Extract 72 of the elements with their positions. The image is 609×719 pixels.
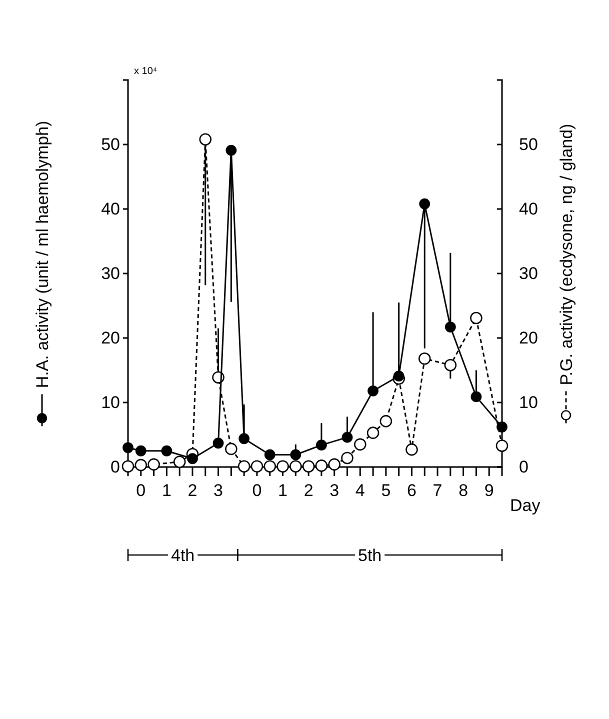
point	[134, 458, 148, 472]
point	[470, 312, 482, 324]
point	[342, 432, 353, 443]
point	[238, 433, 250, 444]
point	[122, 442, 134, 454]
point	[328, 458, 340, 471]
y2-tick-label: 0	[519, 457, 528, 476]
x-tick-label: 1	[278, 481, 288, 500]
point	[419, 198, 430, 210]
point	[264, 460, 276, 473]
point	[496, 422, 508, 432]
point	[393, 370, 404, 382]
y-tick-label: 10	[101, 392, 120, 412]
point	[264, 449, 276, 460]
y2-tick-label: 40	[519, 199, 538, 218]
x-tick-label: 2	[304, 481, 314, 500]
y2-tick-label: 10	[519, 392, 538, 412]
y-tick-label: 20	[101, 328, 120, 348]
point	[135, 445, 146, 456]
point	[226, 144, 237, 156]
y-tick-label: 50	[101, 134, 120, 154]
point	[276, 460, 289, 473]
x-tick-label: 0	[136, 481, 146, 500]
point	[225, 442, 238, 456]
point	[315, 460, 328, 472]
point	[302, 460, 315, 473]
point	[406, 443, 418, 456]
point	[148, 458, 160, 471]
point	[187, 453, 198, 464]
x-tick-label: 4	[355, 481, 365, 500]
point	[122, 460, 134, 473]
x-tick-label: 3	[330, 481, 340, 500]
x-tick-label: 6	[406, 481, 416, 500]
y2-tick-label: 30	[519, 264, 538, 283]
y-tick-label: 0	[110, 457, 120, 476]
y2-tick-label: 20	[519, 328, 538, 348]
point	[366, 426, 380, 439]
point	[161, 445, 172, 456]
x-tick-label: 8	[458, 481, 468, 500]
y2-axis-title: P.G. activity (ecdysone, ng / gland)	[556, 124, 576, 386]
text: 4th	[170, 546, 195, 565]
y-tick-label: 40	[101, 199, 120, 218]
x-tick-label: 2	[188, 481, 198, 500]
point	[250, 460, 264, 473]
text: x 10⁴	[134, 66, 158, 77]
x-tick-label: 5	[381, 481, 391, 500]
point	[368, 385, 378, 396]
point	[199, 133, 212, 146]
point	[290, 460, 302, 473]
x-tick-label: 1	[162, 481, 172, 500]
point	[444, 358, 457, 372]
point	[316, 440, 327, 451]
point	[354, 438, 366, 451]
point	[238, 460, 250, 473]
y-tick-label: 30	[101, 264, 120, 283]
y-axis-title: H.A. activity (unit / ml haemolymph)	[32, 120, 52, 388]
text: 5th	[358, 546, 382, 565]
x-tick-label: 0	[252, 481, 262, 500]
x-tick-label: 3	[214, 481, 224, 500]
x-tick-label: 9	[484, 481, 494, 500]
point	[418, 352, 431, 365]
x-tick-label: 7	[432, 481, 442, 500]
point	[212, 438, 224, 449]
point	[173, 456, 186, 468]
point	[496, 440, 508, 452]
x-axis-title: Day	[510, 496, 541, 515]
point	[290, 449, 302, 460]
point	[470, 391, 482, 402]
point	[444, 322, 456, 332]
point	[380, 415, 392, 428]
y2-tick-label: 50	[519, 134, 538, 154]
point	[341, 452, 354, 464]
